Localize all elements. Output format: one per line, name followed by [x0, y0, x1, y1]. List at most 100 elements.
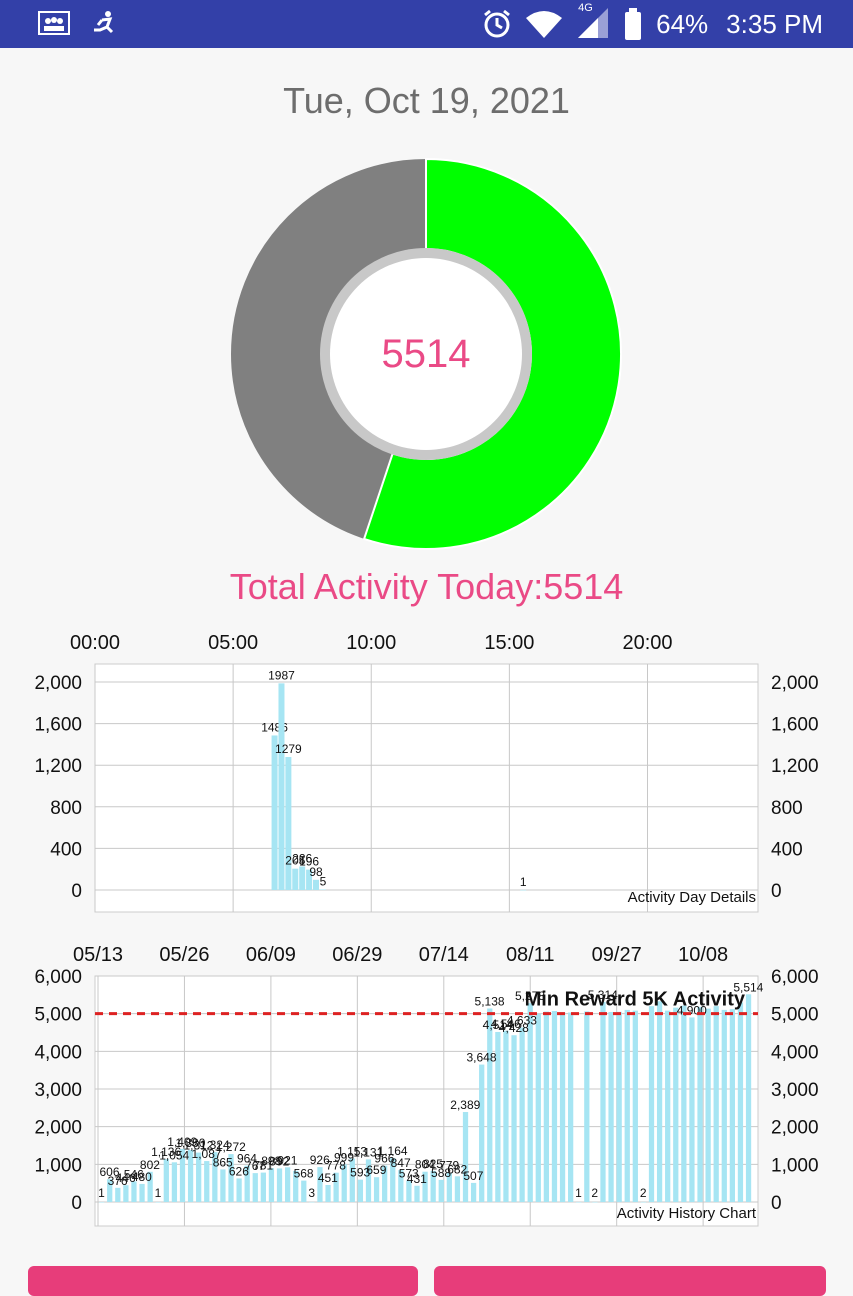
hist-bar: [349, 1158, 355, 1202]
hist-bar: [398, 1170, 404, 1202]
network-type: 4G: [578, 1, 593, 14]
hist-bar-label: 2,389: [450, 1098, 480, 1112]
hist-x-tick: 05/26: [159, 944, 209, 966]
hist-bar: [365, 1159, 372, 1202]
hist-bar: [155, 1201, 161, 1203]
contacts-notification-icon: [38, 11, 70, 35]
hist-x-tick: 09/27: [592, 944, 642, 966]
hist-bar-label: 865: [213, 1155, 233, 1169]
hist-bar: [228, 1154, 234, 1202]
hist-bar: [535, 1013, 541, 1202]
donut-hole: [330, 258, 522, 450]
day-y-tick-left: 0: [71, 881, 82, 902]
hist-bar: [422, 1171, 428, 1202]
day-bar-label: 5: [320, 874, 327, 888]
hist-bar-label: 5,514: [733, 980, 763, 994]
day-y-tick-right: 1,600: [771, 715, 819, 736]
hist-bar: [487, 1008, 493, 1202]
day-bar: [278, 683, 285, 890]
hist-bar: [495, 1031, 501, 1202]
hist-bar-label: 546: [124, 1167, 144, 1181]
hist-bar: [123, 1185, 129, 1202]
hist-y-tick-right: 5,000: [771, 1005, 819, 1026]
hist-bar: [551, 1011, 558, 1202]
hist-bar: [624, 1009, 630, 1202]
hist-y-tick-left: 4,000: [34, 1042, 82, 1063]
hist-bar-label: 999: [334, 1150, 354, 1164]
day-bar-label: 1: [520, 875, 527, 889]
day-bar: [299, 866, 306, 890]
date-header: Tue, Oct 19, 2021: [283, 80, 570, 121]
hist-bar: [373, 1177, 380, 1202]
hist-bar-label: 4,428: [499, 1021, 529, 1035]
hist-bar: [107, 1179, 113, 1202]
hist-bar: [446, 1172, 452, 1202]
hist-bar-label: 507: [463, 1169, 483, 1183]
hist-bar: [276, 1168, 283, 1202]
activity-donut: 5514: [226, 154, 626, 554]
hist-x-tick: 06/29: [332, 944, 382, 966]
hist-bar: [212, 1152, 218, 1202]
hist-bar: [341, 1164, 347, 1202]
hist-bar-label: 606: [99, 1165, 119, 1179]
hist-bar: [406, 1180, 412, 1202]
day-y-tick-right: 0: [771, 881, 782, 902]
hist-y-tick-left: 6,000: [34, 967, 82, 988]
hist-bar: [244, 1165, 250, 1202]
day-x-tick: 20:00: [622, 632, 672, 654]
hist-bar: [260, 1172, 266, 1202]
hist-bar-label: 802: [140, 1158, 160, 1172]
hist-bar: [196, 1152, 202, 1202]
hist-bar: [568, 1012, 574, 1202]
hist-chart-description: Activity History Chart: [617, 1205, 757, 1222]
hist-y-tick-right: 4,000: [771, 1042, 819, 1063]
hist-bar-label: 5,314: [588, 988, 618, 1002]
hist-bar: [705, 1008, 711, 1202]
hist-bar-label: 1,153: [337, 1145, 367, 1159]
hist-bar: [268, 1168, 275, 1202]
hist-bar: [665, 1010, 671, 1202]
hist-bar: [640, 1201, 647, 1203]
hist-bar: [648, 1006, 655, 1202]
hist-bar-label: 1,409: [167, 1135, 197, 1149]
day-y-tick-left: 1,600: [34, 715, 82, 736]
hist-bar-label: 2: [640, 1186, 647, 1200]
hist-bar: [713, 1006, 719, 1202]
hist-bar: [656, 1001, 663, 1202]
hist-bar: [600, 1001, 606, 1202]
hist-bar-label: 1,272: [216, 1140, 246, 1154]
day-y-tick-right: 800: [771, 798, 803, 819]
hist-bar-label: 1: [98, 1186, 105, 1200]
hist-bar: [179, 1148, 186, 1202]
activity-history-chart: 05/13 05/26 06/09 06/29 07/14 08/11 09/27 10/08…: [34, 944, 819, 1227]
hist-bar-label: 1,324: [200, 1138, 230, 1152]
day-bar-label: 1987: [268, 668, 295, 682]
status-bar: 4G 64% 3:35 PM: [0, 0, 853, 48]
hist-bar: [115, 1187, 121, 1202]
hist-bar-label: 2: [591, 1186, 598, 1200]
hist-bar: [479, 1064, 485, 1202]
left-action-button[interactable]: [28, 1266, 418, 1296]
hist-bar: [721, 1009, 727, 1202]
hist-bar-label: 892: [269, 1154, 289, 1168]
hist-bar: [438, 1179, 444, 1202]
hist-bar-label: 781: [253, 1159, 273, 1173]
hist-bar: [284, 1167, 291, 1202]
right-action-button[interactable]: [434, 1266, 826, 1296]
hist-bar: [559, 1012, 566, 1202]
hist-y-tick-right: 1,000: [771, 1155, 819, 1176]
hist-bar-label: 682: [447, 1162, 467, 1176]
day-plot-area: [94, 663, 759, 913]
hist-bar-label: 568: [294, 1167, 314, 1181]
hist-bar: [543, 1011, 550, 1202]
clock: 3:35 PM: [726, 8, 823, 39]
hist-bar-label: 376: [108, 1174, 128, 1188]
hist-bar: [584, 1011, 590, 1202]
hist-bar: [333, 1172, 339, 1202]
day-y-tick-right: 1,200: [771, 756, 819, 777]
hist-y-tick-left: 0: [71, 1193, 82, 1214]
hist-bar: [673, 1007, 679, 1202]
hist-bar-label: 1,131: [353, 1145, 383, 1159]
hist-bar: [519, 1027, 525, 1202]
hist-x-tick: 10/08: [678, 944, 728, 966]
